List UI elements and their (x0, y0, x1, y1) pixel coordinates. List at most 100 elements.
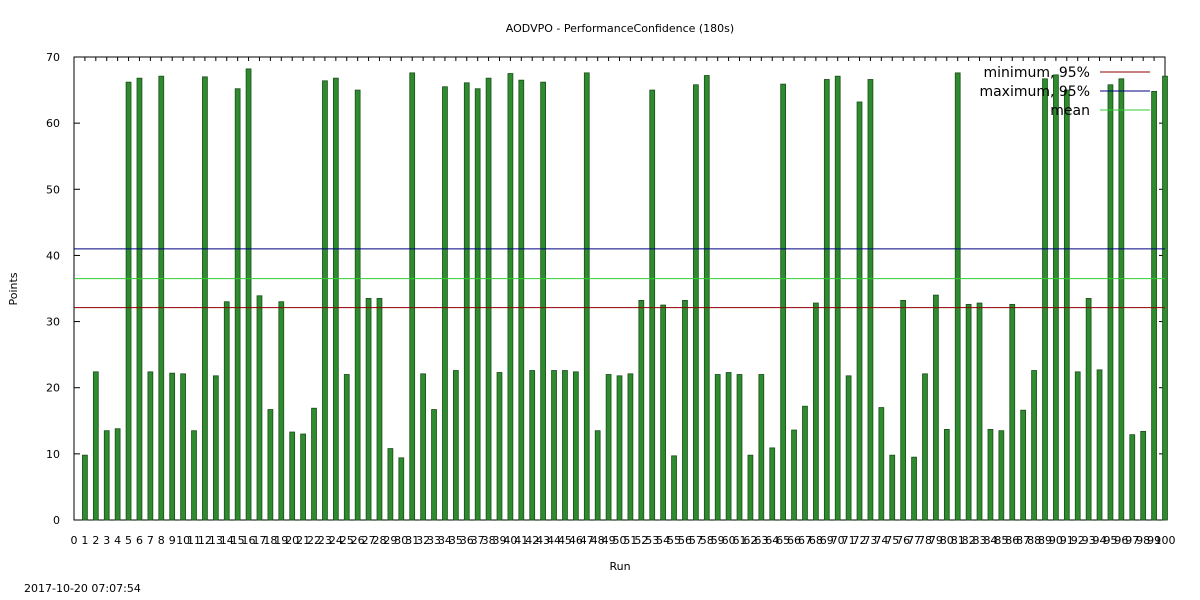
bar (496, 372, 503, 521)
x-tick-label: 5 (125, 534, 132, 547)
x-tick-label: 19 (274, 534, 288, 547)
x-tick-label: 63 (754, 534, 768, 547)
x-tick-label: 81 (951, 534, 965, 547)
x-tick-label: 22 (307, 534, 321, 547)
y-axis-label: Points (7, 272, 20, 305)
bar (125, 81, 132, 521)
x-tick-label: 3 (103, 534, 110, 547)
x-tick-label: 41 (514, 534, 528, 547)
x-tick-label: 88 (1027, 534, 1041, 547)
x-tick-label: 28 (372, 534, 386, 547)
x-tick-label: 54 (656, 534, 670, 547)
bar (300, 433, 306, 521)
bar (387, 448, 394, 521)
x-tick-label: 46 (569, 534, 583, 547)
bar (573, 371, 579, 521)
bar (1140, 430, 1147, 521)
bar (834, 75, 841, 521)
bar (627, 373, 634, 521)
x-tick-label: 74 (874, 534, 888, 547)
legend-label: minimum, 95% (984, 65, 1090, 81)
bar (1118, 78, 1125, 521)
x-tick-label: 34 (438, 534, 452, 547)
bar (594, 430, 601, 521)
x-tick-label: 71 (842, 534, 856, 547)
bar (867, 79, 874, 521)
bar (1151, 90, 1157, 521)
bar (474, 88, 481, 521)
bar (332, 77, 339, 521)
bar (987, 428, 994, 521)
y-tick-label: 60 (46, 117, 60, 130)
bar (933, 294, 939, 521)
x-tick-label: 37 (471, 534, 485, 547)
bar (1096, 369, 1103, 521)
bar (343, 374, 350, 521)
x-tick-label: 33 (427, 534, 441, 547)
x-tick-label: 96 (1114, 534, 1128, 547)
bar (354, 89, 361, 521)
bar (442, 86, 448, 521)
bar (485, 77, 492, 521)
x-tick-label: 56 (678, 534, 692, 547)
x-tick-label: 84 (983, 534, 997, 547)
x-tick-label: 53 (645, 534, 659, 547)
bar (1162, 75, 1168, 521)
x-tick-label: 11 (187, 534, 201, 547)
bar (245, 68, 252, 521)
bar (943, 428, 950, 521)
bar (1042, 78, 1048, 521)
x-tick-label: 2 (92, 534, 99, 547)
x-tick-label: 36 (460, 534, 474, 547)
x-tick-label: 25 (340, 534, 354, 547)
bar (823, 79, 830, 521)
x-tick-label: 8 (158, 534, 165, 547)
x-tick-label: 60 (722, 534, 736, 547)
x-tick-label: 49 (602, 534, 616, 547)
bar (845, 375, 852, 521)
bar (769, 447, 776, 521)
x-tick-label: 65 (776, 534, 790, 547)
bar (638, 300, 645, 521)
bar (365, 298, 372, 521)
bar (409, 72, 416, 521)
x-tick-label: 0 (71, 534, 78, 547)
x-tick-label: 9 (169, 534, 176, 547)
x-tick-label: 42 (525, 534, 539, 547)
x-tick-label: 30 (394, 534, 408, 547)
bar (889, 454, 896, 521)
x-tick-label: 10 (176, 534, 190, 547)
x-tick-label: 72 (853, 534, 867, 547)
x-tick-label: 27 (362, 534, 376, 547)
x-tick-label: 85 (994, 534, 1008, 547)
x-tick-label: 90 (1049, 534, 1063, 547)
bar (1063, 89, 1070, 521)
x-tick-label: 83 (973, 534, 987, 547)
bar (158, 75, 165, 521)
bar (583, 72, 590, 521)
x-tick-label: 23 (318, 534, 332, 547)
x-tick-label: 69 (820, 534, 834, 547)
bar (736, 374, 743, 521)
bar (878, 407, 885, 521)
bar (289, 431, 296, 521)
bar (256, 295, 263, 521)
bar (671, 455, 677, 521)
bar (529, 370, 536, 521)
bar (693, 84, 699, 521)
x-tick-label: 64 (765, 534, 779, 547)
bar (234, 88, 241, 521)
x-tick-label: 52 (634, 534, 648, 547)
x-tick-label: 1 (81, 534, 88, 547)
bar (202, 76, 208, 521)
bar (431, 409, 437, 521)
bar (223, 301, 230, 521)
bar (540, 81, 546, 521)
x-tick-label: 98 (1136, 534, 1150, 547)
x-tick-label: 6 (136, 534, 143, 547)
x-tick-label: 68 (809, 534, 823, 547)
bar (911, 456, 917, 521)
x-tick-label: 12 (198, 534, 212, 547)
x-tick-label: 94 (1093, 534, 1107, 547)
